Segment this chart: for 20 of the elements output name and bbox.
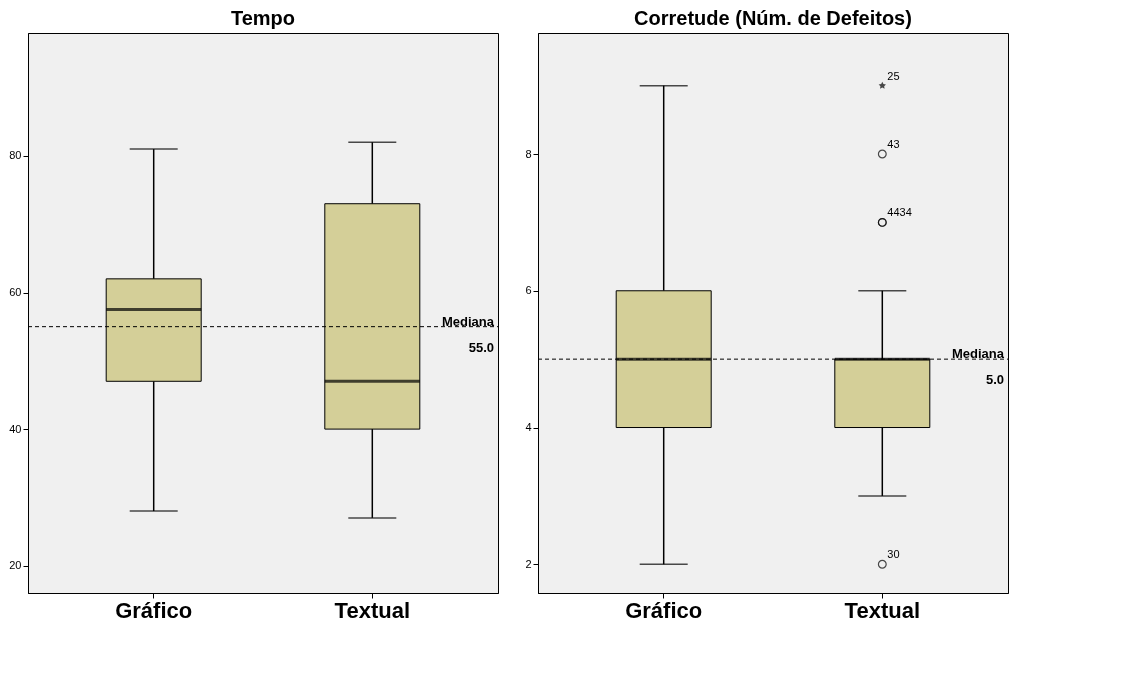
- y-tick-label: 20: [9, 559, 22, 572]
- y-tick-label: 2: [525, 557, 532, 570]
- x-tick-label: Gráfico: [625, 597, 703, 623]
- annotation: 4434: [887, 206, 912, 219]
- ref-line-label: Mediana 55.0: [441, 313, 495, 355]
- x-tick-label: Textual: [844, 597, 920, 623]
- annotation: 43: [887, 138, 900, 151]
- ref-line-label: Mediana 5.0: [951, 346, 1005, 388]
- annotation: 30: [887, 548, 900, 561]
- x-tick-label: Gráfico: [115, 597, 193, 623]
- y-tick-label: 8: [525, 147, 532, 160]
- y-tick-label: 4: [525, 421, 532, 434]
- chart-title: Tempo: [230, 7, 296, 29]
- y-tick-label: 6: [525, 284, 532, 297]
- x-tick-label: Textual: [334, 597, 410, 623]
- chart-title: Corretude (Núm. de Defeitos): [634, 7, 912, 29]
- annotation: 25: [887, 69, 900, 82]
- y-tick-label: 60: [9, 286, 22, 299]
- y-tick-label: 40: [9, 422, 22, 435]
- y-tick-label: 80: [9, 149, 22, 162]
